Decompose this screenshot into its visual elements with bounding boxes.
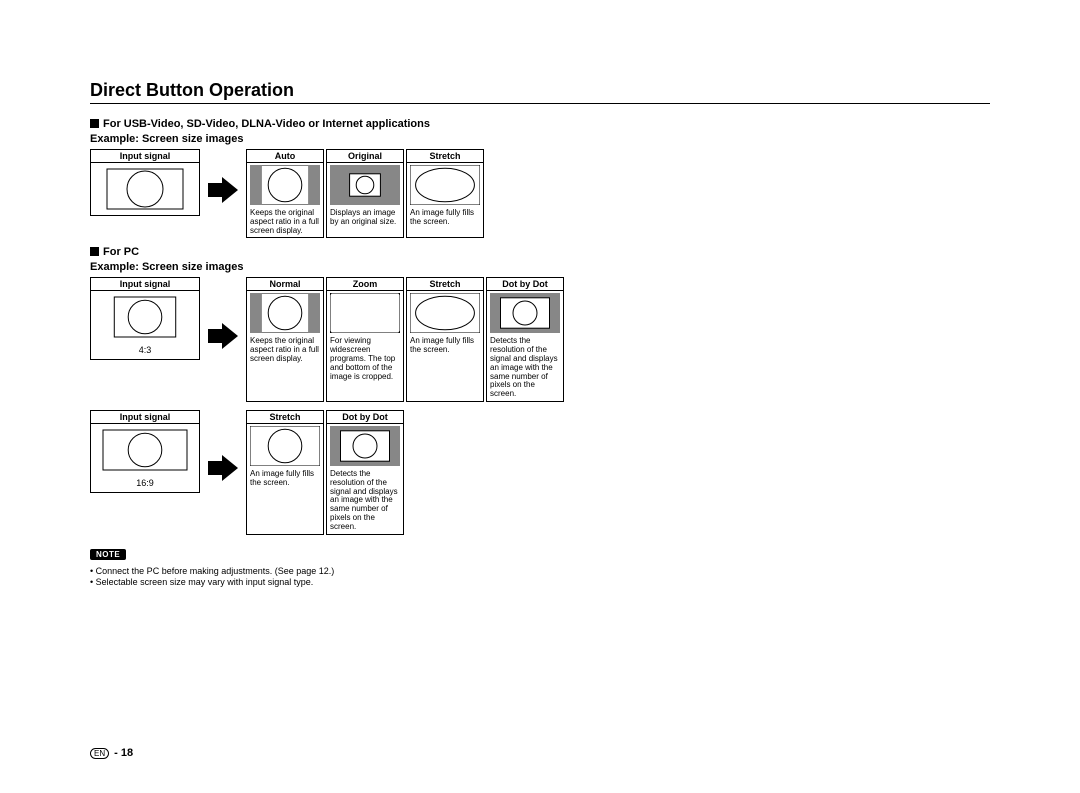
option-box: Stretch An image fully fills the screen. <box>406 149 484 238</box>
option-thumb <box>247 291 323 335</box>
section1-row: Input signal Auto Keeps the original asp… <box>90 149 990 238</box>
option-desc: Displays an image by an original size. <box>327 207 403 229</box>
section2-sub: Example: Screen size images <box>90 261 990 273</box>
option-thumb <box>487 291 563 335</box>
option-header: Zoom <box>327 278 403 291</box>
option-shape-icon <box>490 293 560 333</box>
option-shape-icon <box>330 293 400 333</box>
input-shape-icon <box>97 426 193 474</box>
option-shape-icon <box>250 165 320 205</box>
option-box: Normal Keeps the original aspect ratio i… <box>246 277 324 402</box>
option-shape-icon <box>250 426 320 466</box>
option-thumb <box>327 291 403 335</box>
option-desc: An image fully fills the screen. <box>407 335 483 357</box>
options: Stretch An image fully fills the screen.… <box>246 410 404 535</box>
option-header: Dot by Dot <box>327 411 403 424</box>
option-shape-icon <box>330 426 400 466</box>
option-shape-icon <box>250 293 320 333</box>
arrow-icon <box>208 175 238 205</box>
section1-sub: Example: Screen size images <box>90 133 990 145</box>
section1-heading: For USB-Video, SD-Video, DLNA-Video or I… <box>90 118 990 130</box>
option-desc: An image fully fills the screen. <box>247 468 323 490</box>
option-header: Original <box>327 150 403 163</box>
option-box: Zoom For viewing widescreen programs. Th… <box>326 277 404 402</box>
input-ratio: 16:9 <box>91 476 199 492</box>
lang-badge: EN <box>90 748 109 759</box>
input-signal-label: Input signal <box>91 278 199 291</box>
option-box: Auto Keeps the original aspect ratio in … <box>246 149 324 238</box>
option-header: Dot by Dot <box>487 278 563 291</box>
option-box: Stretch An image fully fills the screen. <box>246 410 324 535</box>
option-desc: Keeps the original aspect ratio in a ful… <box>247 335 323 365</box>
options: Normal Keeps the original aspect ratio i… <box>246 277 564 402</box>
option-desc: Keeps the original aspect ratio in a ful… <box>247 207 323 237</box>
bullet-icon <box>90 247 99 256</box>
option-thumb <box>247 424 323 468</box>
option-desc: An image fully fills the screen. <box>407 207 483 229</box>
option-box: Original Displays an image by an origina… <box>326 149 404 238</box>
option-thumb <box>327 163 403 207</box>
section2-row: Input signal 16:9 Stretch An image fully … <box>90 410 990 535</box>
option-thumb <box>327 424 403 468</box>
option-header: Normal <box>247 278 323 291</box>
input-signal-label: Input signal <box>91 150 199 163</box>
note-item: • Connect the PC before making adjustmen… <box>90 566 990 576</box>
bullet-icon <box>90 119 99 128</box>
option-box: Dot by Dot Detects the resolution of the… <box>486 277 564 402</box>
input-thumb <box>91 291 199 343</box>
notes-list: • Connect the PC before making adjustmen… <box>90 566 990 587</box>
page-title: Direct Button Operation <box>90 80 990 104</box>
option-desc: Detects the resolution of the signal and… <box>487 335 563 401</box>
input-signal-label: Input signal <box>91 411 199 424</box>
input-shape-icon <box>97 293 193 341</box>
option-shape-icon <box>410 165 480 205</box>
arrow-icon <box>208 321 238 351</box>
option-thumb <box>407 291 483 335</box>
input-thumb <box>91 163 199 215</box>
option-shape-icon <box>330 165 400 205</box>
option-thumb <box>247 163 323 207</box>
option-header: Stretch <box>247 411 323 424</box>
option-header: Auto <box>247 150 323 163</box>
input-signal-box: Input signal 4:3 <box>90 277 200 360</box>
section2-heading: For PC <box>90 246 990 258</box>
page: Direct Button Operation For USB-Video, S… <box>0 0 1080 618</box>
input-ratio: 4:3 <box>91 343 199 359</box>
arrow-icon <box>208 453 238 483</box>
note-badge: NOTE <box>90 549 126 560</box>
section2-row: Input signal 4:3 Normal Keeps the origina… <box>90 277 990 402</box>
option-box: Dot by Dot Detects the resolution of the… <box>326 410 404 535</box>
section1-options: Auto Keeps the original aspect ratio in … <box>246 149 484 238</box>
option-header: Stretch <box>407 278 483 291</box>
input-thumb <box>91 424 199 476</box>
input-signal-box: Input signal 16:9 <box>90 410 200 493</box>
page-number: 18 <box>121 747 133 759</box>
option-thumb <box>407 163 483 207</box>
option-desc: Detects the resolution of the signal and… <box>327 468 403 534</box>
section2-rows: Input signal 4:3 Normal Keeps the origina… <box>90 277 990 534</box>
input-shape-icon <box>97 163 193 215</box>
note-item: • Selectable screen size may vary with i… <box>90 577 990 587</box>
option-header: Stretch <box>407 150 483 163</box>
option-shape-icon <box>410 293 480 333</box>
page-footer: EN - 18 <box>90 747 133 759</box>
option-desc: For viewing widescreen programs. The top… <box>327 335 403 383</box>
input-signal-box: Input signal <box>90 149 200 216</box>
option-box: Stretch An image fully fills the screen. <box>406 277 484 402</box>
